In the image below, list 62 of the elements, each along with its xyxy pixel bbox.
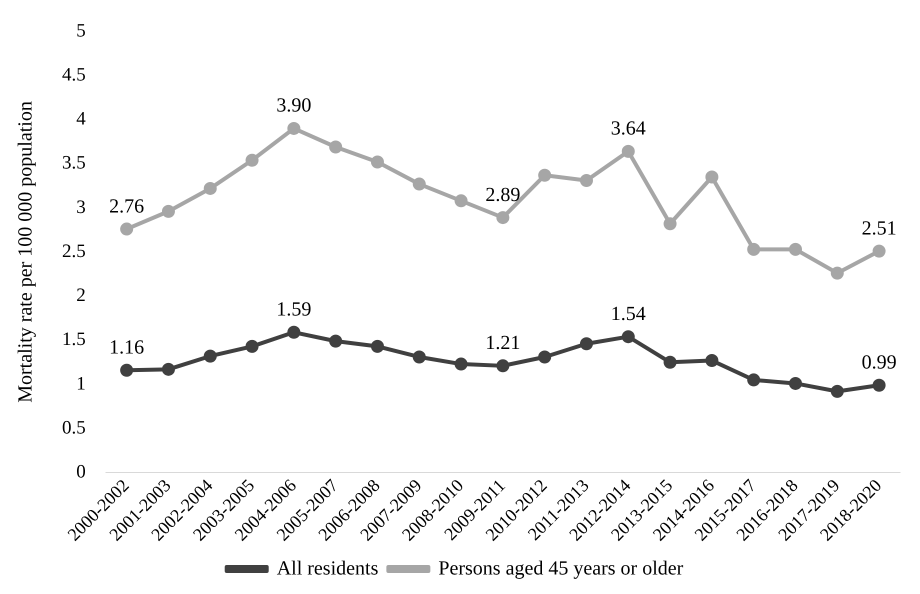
data-label: 1.16 xyxy=(109,336,144,358)
point xyxy=(120,222,134,236)
point xyxy=(496,359,510,372)
point xyxy=(538,350,552,364)
data-label: 3.64 xyxy=(610,118,646,140)
y-tick-label: 3 xyxy=(76,196,86,218)
point xyxy=(664,356,677,369)
point xyxy=(162,204,175,218)
y-tick-label: 2.5 xyxy=(62,240,86,262)
point xyxy=(329,334,342,348)
point xyxy=(287,122,300,135)
point xyxy=(580,337,593,350)
point xyxy=(329,140,342,154)
point xyxy=(705,170,718,184)
data-label: 0.99 xyxy=(862,351,897,374)
y-axis-title: Mortality rate per 100 000 population xyxy=(14,101,36,403)
point xyxy=(580,174,593,188)
data-label: 3.90 xyxy=(276,94,312,117)
point xyxy=(538,168,552,182)
point xyxy=(872,244,886,258)
y-tick-label: 5 xyxy=(76,20,86,42)
point xyxy=(747,373,760,386)
point xyxy=(370,155,384,168)
y-tick-label: 2 xyxy=(76,285,86,306)
y-tick-label: 0 xyxy=(76,462,86,483)
point xyxy=(788,376,802,390)
point xyxy=(162,362,175,376)
point xyxy=(622,144,635,158)
y-tick-label: 4.5 xyxy=(62,64,86,86)
data-label: 2.51 xyxy=(862,217,897,240)
point xyxy=(664,217,677,230)
point xyxy=(246,340,259,353)
y-tick-label: 4 xyxy=(76,108,86,130)
point xyxy=(872,378,886,392)
point xyxy=(287,326,300,339)
point xyxy=(747,242,760,256)
point xyxy=(454,194,468,208)
point xyxy=(788,242,802,256)
y-tick-label: 3.5 xyxy=(62,152,86,174)
point xyxy=(204,182,217,195)
point xyxy=(496,211,510,224)
data-label: 1.59 xyxy=(276,298,312,321)
point xyxy=(454,358,468,371)
point xyxy=(412,178,426,191)
point xyxy=(622,330,635,344)
point xyxy=(370,340,384,353)
point xyxy=(830,266,844,280)
point xyxy=(204,350,217,363)
legend-label: Persons aged 45 years or older xyxy=(438,557,684,580)
y-tick-label: 1 xyxy=(76,373,86,394)
data-label: 1.54 xyxy=(610,302,646,325)
y-tick-label: 1.5 xyxy=(62,329,86,350)
point xyxy=(705,354,718,368)
point xyxy=(120,364,134,377)
point xyxy=(246,154,259,167)
point xyxy=(830,384,844,398)
point xyxy=(412,350,426,364)
data-label: 2.89 xyxy=(485,184,520,206)
data-label: 1.21 xyxy=(485,332,520,354)
y-tick-label: 0.5 xyxy=(62,417,86,438)
legend-label: All residents xyxy=(276,557,379,580)
data-label: 2.76 xyxy=(109,195,144,218)
